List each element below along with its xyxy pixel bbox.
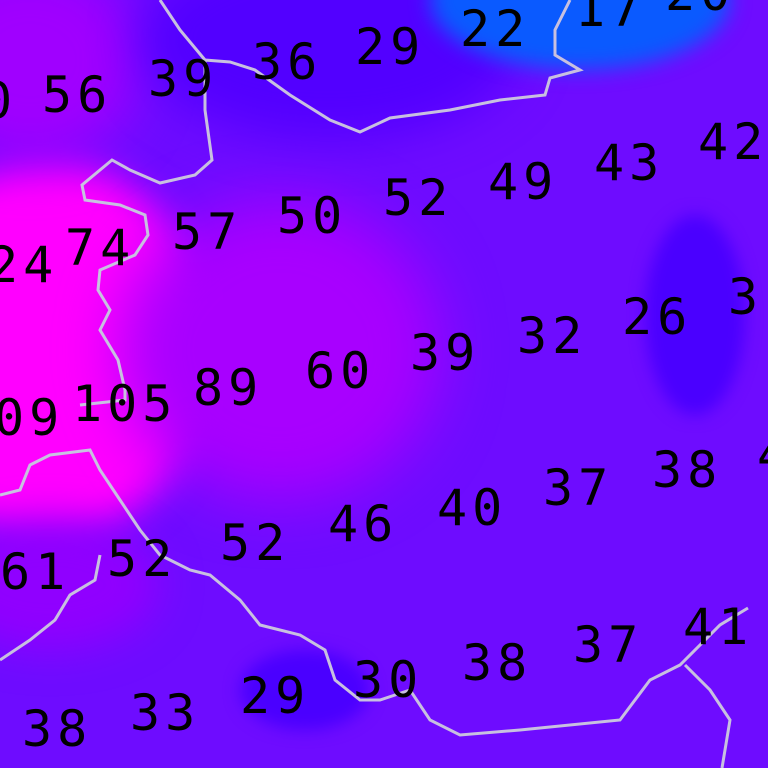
value-label: 39: [410, 324, 481, 382]
value-label: 56: [42, 66, 113, 124]
value-label: 40: [437, 479, 508, 537]
value-label: 52: [107, 530, 178, 588]
value-label: 38: [22, 700, 93, 758]
value-label: 32: [517, 307, 588, 365]
value-label: 41: [683, 598, 754, 656]
value-label: 52: [220, 514, 291, 572]
value-label: 43: [594, 134, 665, 192]
value-label: 105: [72, 375, 178, 433]
value-label: 37: [543, 459, 614, 517]
value-label: 74: [65, 219, 136, 277]
value-label: 57: [172, 203, 243, 261]
value-label: 22: [460, 0, 531, 58]
value-label: 30: [353, 651, 424, 709]
value-label: 24: [0, 236, 59, 294]
value-label: 33: [130, 684, 201, 742]
value-label: 89: [193, 359, 264, 417]
value-label: 20: [665, 0, 735, 18]
border-line: [79, 60, 214, 407]
value-label: 0: [0, 76, 17, 126]
value-label: 36: [252, 33, 323, 91]
border-line: [0, 448, 749, 737]
border-line: [158, 0, 584, 134]
low-region-right: [645, 215, 745, 415]
value-label: 42: [698, 113, 768, 171]
value-label: 52: [383, 169, 454, 227]
value-label: 38: [652, 441, 723, 499]
value-label: 46: [328, 495, 399, 553]
value-label: 3: [728, 268, 764, 326]
value-label: 09: [0, 389, 65, 447]
value-label: 29: [240, 667, 311, 725]
value-label: 29: [355, 18, 426, 76]
border-line: [683, 663, 732, 768]
value-label: 50: [277, 187, 348, 245]
value-label: 61: [0, 543, 71, 601]
value-label: 17: [575, 0, 646, 38]
mid-high-region: [120, 200, 440, 500]
value-label: 60: [305, 342, 376, 400]
value-label: 38: [462, 634, 533, 692]
border-line: [0, 554, 102, 662]
value-label: 4: [757, 430, 768, 480]
value-label: 26: [622, 288, 693, 346]
value-label: 49: [488, 153, 559, 211]
value-label: 37: [573, 616, 644, 674]
value-label: 39: [148, 50, 219, 108]
